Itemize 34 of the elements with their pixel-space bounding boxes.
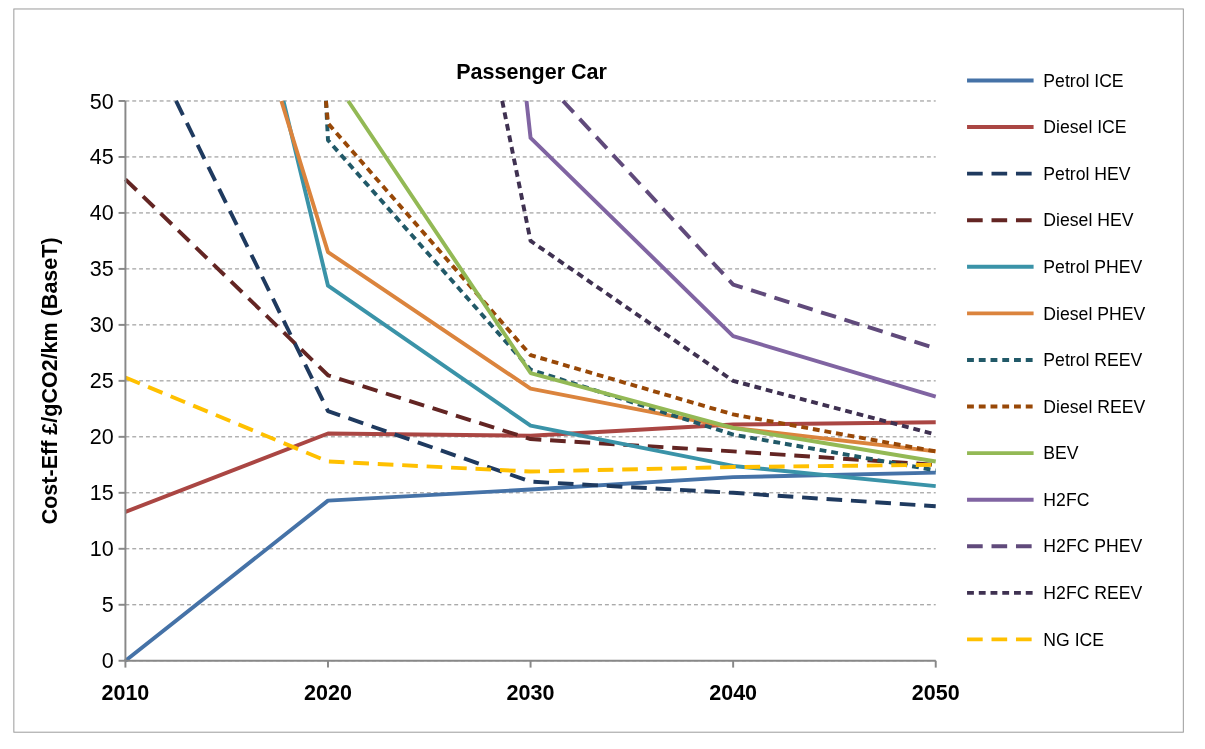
line-series — [123, 420, 938, 514]
y-tick-label: 45 — [89, 145, 114, 170]
line-series — [524, 99, 938, 399]
y-tick-label: 15 — [89, 481, 114, 506]
y-tick-label: 25 — [89, 369, 114, 394]
y-tick-label: 40 — [89, 201, 114, 226]
y-tick-label: 50 — [89, 89, 114, 114]
legend-label: Diesel PHEV — [1043, 303, 1146, 324]
legend-label: H2FC REEV — [1043, 583, 1143, 603]
legend-label: Diesel HEV — [1043, 210, 1134, 231]
y-tick-label: 10 — [89, 537, 114, 562]
legend-label: Petrol ICE — [1043, 70, 1124, 91]
legend-label: H2FC — [1043, 489, 1090, 510]
x-tick-label: 2050 — [911, 680, 960, 705]
legend-label: Petrol HEV — [1043, 163, 1131, 184]
legend-label: Diesel REEV — [1043, 396, 1146, 417]
legend-label: NG ICE — [1043, 629, 1105, 650]
line-series — [174, 99, 938, 509]
y-axis-title: Cost-Eff £/gCO2/km (BaseT) — [37, 237, 62, 525]
y-tick-label: 0 — [101, 649, 114, 674]
legend-label: BEV — [1043, 443, 1079, 464]
y-tick-label: 20 — [89, 425, 114, 450]
y-tick-label: 30 — [89, 313, 114, 338]
legend-label: Diesel ICE — [1043, 117, 1127, 138]
y-tick-label: 35 — [89, 257, 114, 282]
x-tick-label: 2020 — [304, 680, 352, 705]
x-tick-label: 2030 — [506, 680, 555, 705]
legend-label: Petrol PHEV — [1043, 256, 1143, 277]
x-tick-label: 2010 — [101, 680, 150, 705]
legend-label: H2FC PHEV — [1043, 536, 1143, 557]
y-tick-label: 5 — [101, 593, 114, 618]
x-tick-label: 2040 — [709, 680, 758, 705]
legend-label: Petrol REEV — [1043, 350, 1143, 371]
chart-title: Passenger Car — [456, 60, 608, 85]
